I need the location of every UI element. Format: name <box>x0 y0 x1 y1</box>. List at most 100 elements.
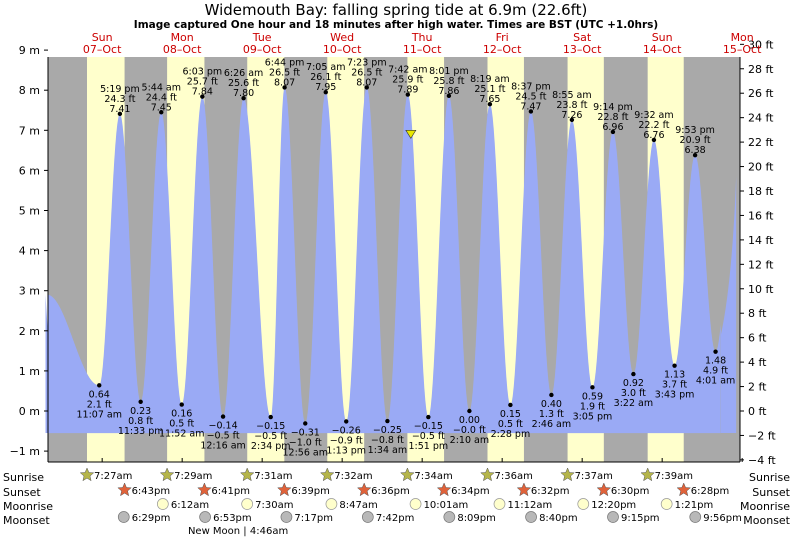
low-water-feet: 1.9 ft <box>580 401 605 412</box>
day-name: Mon <box>171 31 194 44</box>
left-axis-tick-label: 2 m <box>19 325 40 338</box>
sunrise-icon <box>400 467 415 482</box>
high-water-feet: 25.9 ft <box>392 75 423 86</box>
low-water-point <box>138 399 143 404</box>
low-water-height: 0.64 <box>89 389 110 400</box>
day-name: Wed <box>330 31 354 44</box>
low-water-time: 2:10 am <box>450 435 489 446</box>
low-water-point <box>631 371 636 377</box>
day-date: 07–Oct <box>83 43 122 56</box>
low-water-feet: −0.8 ft <box>371 435 404 446</box>
right-axis-tick-label: 18 ft <box>748 185 774 198</box>
high-water-time: 7:42 am <box>388 65 427 76</box>
sunrise-row-label-left: Sunrise <box>3 471 44 484</box>
low-water-time: 11:52 am <box>159 429 204 440</box>
sunrise-icon <box>159 467 175 482</box>
right-axis-tick-label: 28 ft <box>748 63 774 76</box>
high-water-feet: 25.6 ft <box>228 78 259 89</box>
low-water-feet: −0.5 ft <box>207 431 240 442</box>
high-water-time: 6:26 am <box>224 68 263 79</box>
high-water-height: 7.86 <box>438 86 459 97</box>
moonset-time: 8:09pm <box>457 513 496 524</box>
chart-title: Widemouth Bay: falling spring tide at 6.… <box>205 1 588 19</box>
moonset-time: 7:17pm <box>294 513 333 524</box>
low-water-point <box>97 383 102 388</box>
low-water-time: 4:01 am <box>696 376 735 387</box>
right-axis-tick-label: 10 ft <box>748 283 774 296</box>
high-water-feet: 23.8 ft <box>556 100 587 111</box>
left-axis-tick-label: −1 m <box>10 445 40 458</box>
high-water-point <box>446 93 452 99</box>
low-water-point <box>713 349 718 354</box>
sunset-icon <box>436 482 452 497</box>
low-water-feet: −0.0 ft <box>453 425 486 436</box>
right-axis-tick-label: 16 ft <box>748 209 774 222</box>
axes: 9 m 8 m 7 m 6 m 5 m 4 m 3 m 2 m 1 m 0 m −1 m 30 ft 2… <box>10 38 777 467</box>
high-water-point <box>364 85 369 90</box>
high-water-feet: 26.5 ft <box>351 67 382 78</box>
day-date: 15–Oct <box>723 43 762 56</box>
high-water-time: 7:23 pm <box>347 57 387 68</box>
sunrise-time: 7:31am <box>254 471 292 482</box>
high-water-height: 7.47 <box>520 101 541 112</box>
sunset-row-label-left: Sunset <box>3 486 41 499</box>
high-water-point <box>405 92 411 97</box>
low-water-time: 3:05 pm <box>573 411 613 422</box>
low-water-feet: −0.5 ft <box>412 431 445 442</box>
day-date: 12–Oct <box>483 43 522 56</box>
high-water-height: 7.84 <box>192 87 213 98</box>
high-water-time: 6:44 pm <box>265 57 305 68</box>
low-water-feet: 0.8 ft <box>128 416 153 427</box>
moonrise-row-label-left: Moonrise <box>3 500 53 513</box>
day-name: Mon <box>731 31 754 44</box>
low-water-point <box>672 363 677 368</box>
sunset-icon <box>277 482 292 497</box>
high-water-time: 9:53 pm <box>675 125 715 136</box>
sunset-icon <box>516 482 532 497</box>
high-water-time: 8:37 pm <box>511 81 551 92</box>
chart-subtitle: Image captured One hour and 18 minutes a… <box>134 19 658 31</box>
day-headers: Sun07–OctMon08–OctTue09–OctWed10–OctThu1… <box>83 31 762 56</box>
right-axis-tick-label: 0 ft <box>748 405 767 418</box>
low-water-feet: −0.9 ft <box>330 435 363 446</box>
high-water-height: 7.89 <box>397 85 418 96</box>
left-axis-tick-label: 7 m <box>19 124 40 137</box>
low-water-time: 2:46 am <box>532 419 571 430</box>
right-axis-tick-label: 2 ft <box>748 381 767 394</box>
moonset-icon <box>199 511 211 523</box>
moonrise-time: 12:20pm <box>591 500 636 511</box>
high-water-time: 7:05 am <box>306 62 345 73</box>
high-water-height: 7.95 <box>315 82 336 93</box>
sunset-icon <box>117 482 132 497</box>
high-water-height: 6.76 <box>643 130 664 141</box>
moonrise-icon <box>156 498 169 510</box>
sunset-time: 6:39pm <box>291 486 330 497</box>
sunrise-icon <box>480 467 495 482</box>
low-water-height: 0.23 <box>130 406 151 417</box>
high-water-height: 8.07 <box>356 77 377 88</box>
high-water-time: 5:44 am <box>142 82 181 93</box>
low-water-time: 2:28 pm <box>491 429 531 440</box>
moonset-time: 8:40pm <box>539 513 578 524</box>
low-water-feet: 2.1 ft <box>87 399 112 410</box>
new-moon-label: New Moon | 4:46am <box>188 526 288 537</box>
high-water-height: 7.65 <box>479 94 500 105</box>
moonrise-time: 1:21pm <box>675 500 714 511</box>
low-water-time: 3:43 pm <box>655 390 695 401</box>
day-name: Thu <box>411 31 433 44</box>
right-axis-tick-label: 6 ft <box>748 332 767 345</box>
low-water-height: −0.31 <box>291 427 320 438</box>
day-date: 09–Oct <box>243 43 282 56</box>
sunrise-time: 7:37am <box>575 471 613 482</box>
high-water-time: 8:01 pm <box>429 66 469 77</box>
high-water-height: 7.80 <box>233 88 254 99</box>
low-water-point <box>549 392 554 398</box>
low-water-time: 2:34 pm <box>251 441 291 452</box>
moonset-row-label-right: Moonset <box>743 514 790 527</box>
left-axis-tick-label: 8 m <box>19 84 40 97</box>
left-axis-tick-label: 5 m <box>19 205 40 218</box>
day-date: 11–Oct <box>403 43 442 56</box>
high-water-point <box>282 85 287 90</box>
